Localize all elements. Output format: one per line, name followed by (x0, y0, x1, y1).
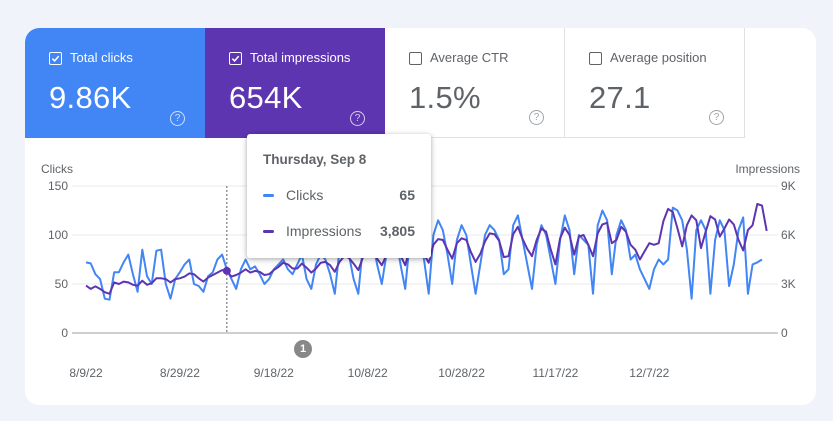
right-tick-label: 0 (781, 326, 788, 340)
checkmark-icon (231, 55, 240, 62)
total-impressions-value: 654K (229, 80, 303, 115)
x-tick-label: 11/17/22 (533, 366, 579, 380)
average-position-value: 27.1 (589, 80, 651, 115)
help-icon[interactable]: ? (170, 111, 185, 126)
total-clicks-label-row: Total clicks (49, 50, 181, 66)
left-tick-label: 150 (48, 179, 68, 193)
left-axis-title: Clicks (41, 162, 73, 176)
impressions-legend-swatch (263, 229, 274, 233)
impressions-series-line[interactable] (85, 203, 768, 295)
average-ctr-checkbox[interactable] (409, 51, 422, 65)
total-clicks-label: Total clicks (70, 50, 133, 65)
tooltip-row-clicks: Clicks 65 (263, 187, 415, 203)
total-impressions-checkbox[interactable] (229, 51, 242, 65)
tooltip-clicks-label: Clicks (286, 187, 324, 203)
x-tick-label: 8/29/22 (160, 366, 200, 380)
x-axis-ticks: 8/9/22 8/29/22 9/18/22 10/8/22 10/28/22 11/17… (69, 366, 669, 380)
tooltip-row-impressions: Impressions 3,805 (263, 223, 415, 239)
performance-card: Total clicks 9.86K ? Total impressions 6… (25, 28, 816, 405)
average-position-label: Average position (610, 50, 707, 65)
right-tick-label: 3K (781, 277, 796, 291)
impressions-hover-point (222, 266, 231, 275)
right-axis-ticks: 9K 6K 3K 0 (781, 179, 796, 340)
average-ctr-value: 1.5% (409, 80, 481, 115)
average-position-tile[interactable]: Average position 27.1 ? (565, 28, 745, 138)
x-tick-label: 8/9/22 (69, 366, 103, 380)
left-tick-label: 0 (61, 326, 68, 340)
right-axis-title: Impressions (735, 162, 800, 176)
x-tick-label: 12/7/22 (629, 366, 669, 380)
total-clicks-value: 9.86K (49, 80, 132, 115)
average-ctr-label-row: Average CTR (409, 50, 540, 66)
total-clicks-checkbox[interactable] (49, 51, 62, 65)
clicks-series-line[interactable] (85, 206, 763, 301)
tooltip-impressions-value: 3,805 (379, 223, 415, 239)
help-icon[interactable]: ? (529, 110, 544, 125)
x-tick-label: 10/8/22 (348, 366, 388, 380)
help-icon[interactable]: ? (350, 111, 365, 126)
checkmark-icon (51, 55, 60, 62)
left-axis-ticks: 150 100 50 0 (48, 179, 68, 340)
right-tick-label: 6K (781, 228, 796, 242)
left-tick-label: 50 (55, 277, 69, 291)
right-tick-label: 9K (781, 179, 796, 193)
total-impressions-label-row: Total impressions (229, 50, 361, 66)
tooltip-impressions-label: Impressions (286, 223, 362, 239)
average-ctr-tile[interactable]: Average CTR 1.5% ? (385, 28, 565, 138)
average-ctr-label: Average CTR (430, 50, 509, 65)
total-impressions-label: Total impressions (250, 50, 351, 65)
tooltip-date: Thursday, Sep 8 (263, 152, 367, 167)
average-position-checkbox[interactable] (589, 51, 602, 65)
x-tick-label: 10/28/22 (438, 366, 485, 380)
annotation-marker[interactable]: 1 (294, 340, 312, 358)
total-impressions-tile[interactable]: Total impressions 654K ? (205, 28, 385, 138)
x-tick-label: 9/18/22 (254, 366, 294, 380)
average-position-label-row: Average position (589, 50, 720, 66)
left-tick-label: 100 (48, 228, 68, 242)
total-clicks-tile[interactable]: Total clicks 9.86K ? (25, 28, 205, 138)
help-icon[interactable]: ? (709, 110, 724, 125)
chart-tooltip: Thursday, Sep 8 Clicks 65 Impressions 3,… (247, 134, 431, 258)
tooltip-clicks-value: 65 (399, 187, 415, 203)
clicks-legend-swatch (263, 193, 274, 197)
